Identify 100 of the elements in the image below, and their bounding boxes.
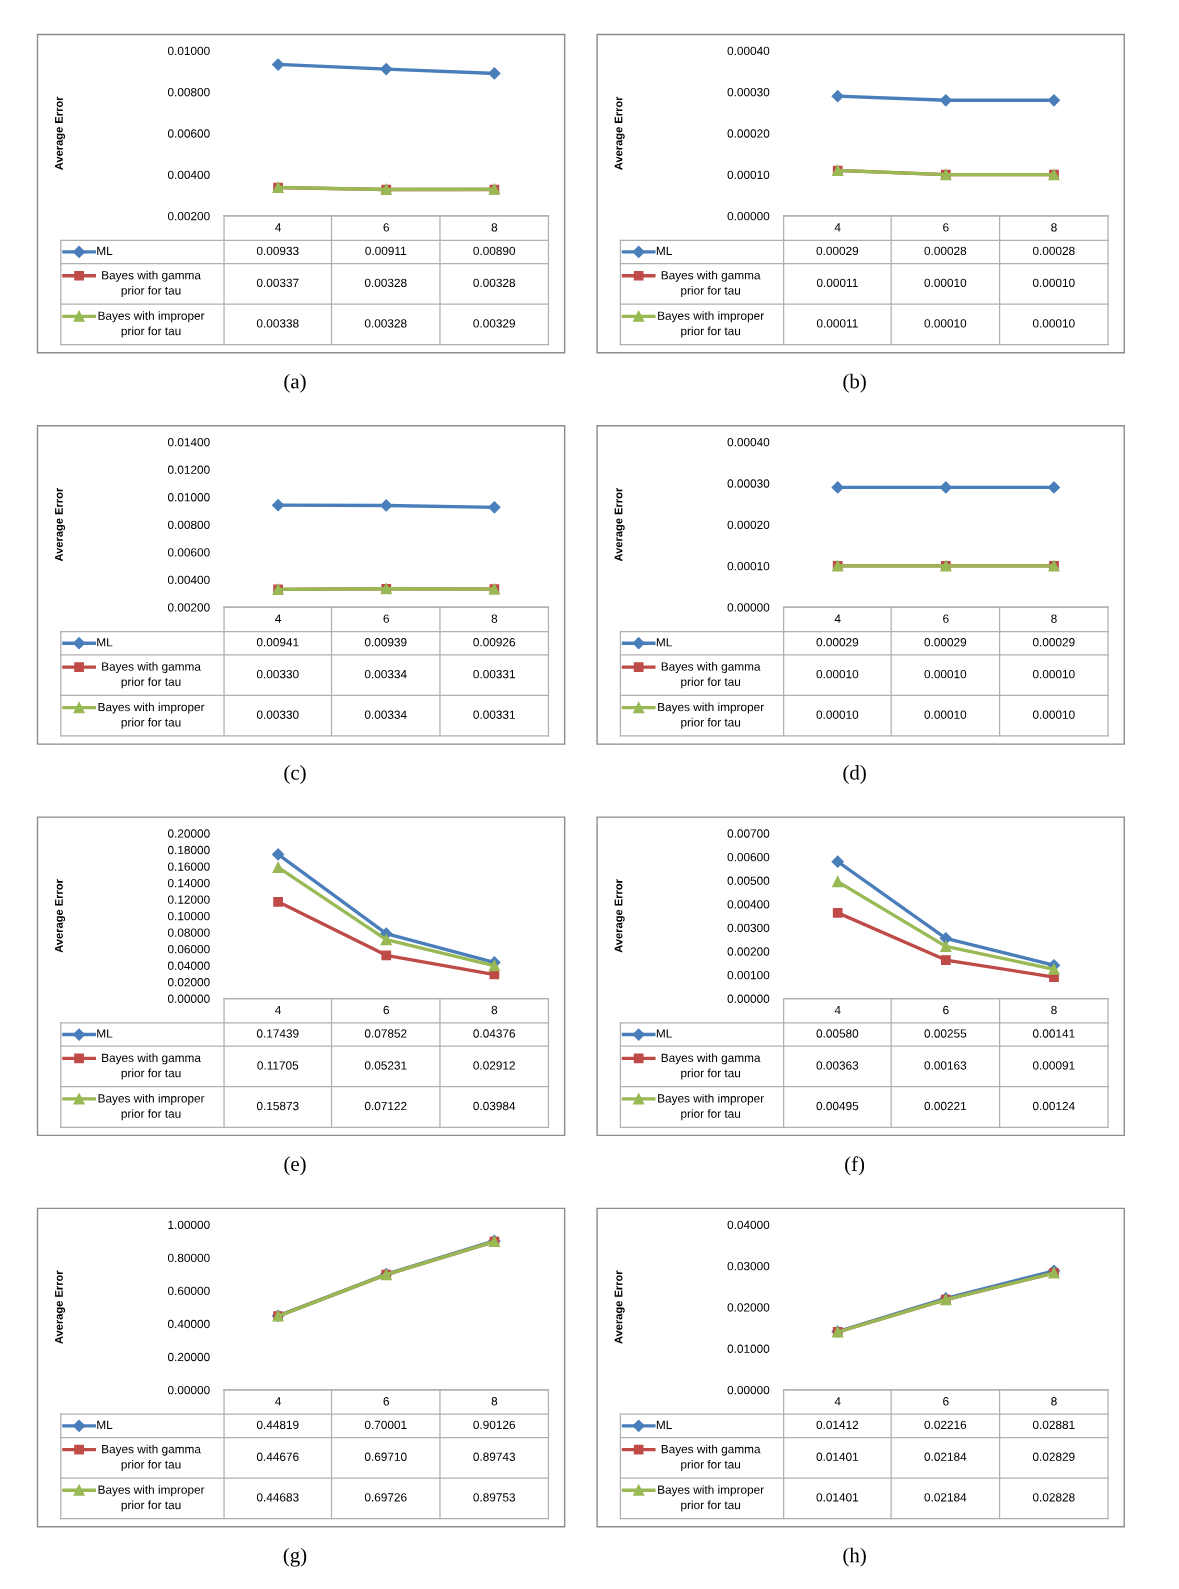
y-tick-label: 0.00000 — [727, 603, 770, 612]
data-label: 0.02184 — [924, 1493, 967, 1502]
data-label: 0.00221 — [924, 1101, 967, 1111]
legend-label: Bayes with gamma prior for tau — [661, 1053, 761, 1080]
legend-label: ML — [656, 246, 672, 255]
data-label: 0.00010 — [1032, 669, 1075, 679]
data-label: 0.02216 — [924, 1420, 967, 1430]
data-label: 0.02881 — [1032, 1420, 1075, 1430]
data-label: 0.02184 — [924, 1452, 967, 1461]
y-tick-label: 0.60000 — [167, 1286, 210, 1296]
y-tick-label: 1.00000 — [168, 1220, 210, 1230]
legend-label: Bayes with improper prior for tau — [98, 1093, 205, 1121]
data-label: 0.00328 — [364, 278, 407, 288]
data-label: 0.00141 — [1032, 1029, 1075, 1038]
y-axis-title: Average Error — [614, 1270, 625, 1344]
legend-label: Bayes with gamma prior for tau — [102, 662, 201, 689]
data-label: 0.00363 — [816, 1061, 859, 1070]
data-label: 0.69710 — [364, 1452, 407, 1461]
y-tick-label: 0.18000 — [167, 845, 210, 855]
y-tick-label: 0.08000 — [167, 928, 210, 937]
x-tick-label: 4 — [834, 614, 841, 623]
x-tick-label: 4 — [834, 223, 841, 232]
y-tick-label: 0.00600 — [167, 548, 210, 557]
y-tick-label: 0.40000 — [167, 1319, 210, 1329]
data-label: 0.00010 — [816, 669, 859, 679]
legend-label: Bayes with improper prior for tau — [98, 702, 205, 729]
legend-label: ML — [97, 638, 113, 647]
y-tick-label: 0.00000 — [727, 994, 770, 1003]
data-label: 0.00328 — [473, 278, 516, 288]
y-tick-label: 0.00400 — [727, 900, 770, 909]
legend-label: Bayes with gamma prior for tau — [102, 270, 201, 297]
y-tick-label: 0.00020 — [727, 129, 770, 138]
y-tick-label: 0.20000 — [167, 1352, 210, 1362]
x-tick-label: 8 — [491, 223, 498, 232]
y-tick-label: 0.01400 — [167, 438, 210, 447]
legend-label: Bayes with improper prior for tau — [658, 311, 764, 338]
y-axis-title: Average Error — [614, 487, 625, 562]
data-label: 0.44683 — [256, 1493, 299, 1502]
legend-label: Bayes with gamma prior for tau — [102, 1444, 201, 1471]
data-label: 0.00911 — [365, 246, 407, 256]
data-label: 0.07122 — [364, 1101, 407, 1111]
data-label: 0.17439 — [256, 1029, 299, 1038]
data-label: 0.00933 — [256, 246, 299, 256]
x-tick-label: 4 — [834, 1005, 841, 1015]
data-label: 0.89743 — [473, 1452, 516, 1461]
x-tick-label: 4 — [275, 223, 282, 232]
data-label: 0.00580 — [816, 1029, 859, 1038]
legend-label: Bayes with gamma prior for tau — [661, 662, 761, 689]
data-label: 0.00029 — [816, 638, 859, 647]
x-tick-label: 6 — [383, 1397, 390, 1406]
legend-label: ML — [656, 1420, 672, 1429]
legend-label: Bayes with gamma prior for tau — [661, 270, 761, 297]
data-label: 0.90126 — [473, 1420, 516, 1430]
x-tick-label: 8 — [1051, 1397, 1057, 1406]
y-axis-title: Average Error — [55, 96, 66, 170]
y-tick-label: 0.03000 — [727, 1261, 770, 1271]
y-tick-label: 0.00030 — [727, 88, 770, 97]
data-label: 0.00029 — [816, 246, 859, 256]
data-label: 0.44676 — [256, 1452, 299, 1461]
data-label: 0.07852 — [364, 1029, 407, 1038]
y-tick-label: 0.80000 — [167, 1253, 210, 1263]
data-label: 0.00926 — [473, 638, 516, 647]
data-label: 0.89753 — [473, 1493, 516, 1502]
data-label: 0.44819 — [256, 1420, 299, 1430]
legend-label: ML — [97, 1420, 113, 1429]
x-tick-label: 4 — [834, 1397, 841, 1406]
y-tick-label: 0.01000 — [727, 1344, 770, 1353]
y-tick-label: 0.00800 — [167, 520, 210, 530]
y-tick-label: 0.14000 — [167, 878, 210, 888]
data-label: 0.00011 — [816, 319, 858, 328]
data-label: 0.00010 — [1032, 278, 1075, 288]
data-label: 0.04376 — [473, 1029, 516, 1038]
x-tick-label: 8 — [1051, 1005, 1057, 1015]
data-label: 0.00011 — [816, 278, 858, 288]
y-tick-label: 0.00000 — [167, 994, 210, 1003]
data-label: 0.00330 — [256, 710, 299, 719]
y-tick-label: 0.00700 — [727, 829, 770, 838]
x-tick-label: 4 — [275, 1397, 282, 1406]
y-tick-label: 0.04000 — [727, 1220, 770, 1230]
x-tick-label: 6 — [383, 223, 390, 232]
data-label: 0.00495 — [816, 1101, 859, 1111]
x-tick-label: 8 — [491, 1397, 498, 1406]
x-tick-label: 8 — [491, 1005, 498, 1015]
data-label: 0.01412 — [816, 1420, 859, 1430]
y-tick-label: 0.00030 — [727, 479, 770, 488]
y-tick-label: 0.01000 — [167, 46, 210, 56]
y-tick-label: 0.16000 — [167, 862, 210, 871]
y-tick-label: 0.01200 — [167, 465, 210, 474]
x-tick-label: 6 — [383, 614, 390, 623]
data-label: 0.00010 — [924, 710, 967, 719]
y-axis-title: Average Error — [614, 96, 625, 170]
data-label: 0.00028 — [1032, 246, 1075, 256]
y-tick-label: 0.00040 — [727, 46, 770, 56]
y-tick-label: 0.00000 — [727, 1385, 770, 1395]
text: (e) — [284, 1156, 306, 1176]
y-tick-label: 0.10000 — [167, 911, 210, 921]
data-label: 0.15873 — [256, 1101, 299, 1111]
data-label: 0.00010 — [924, 278, 967, 288]
data-label: 0.00010 — [924, 319, 967, 328]
data-label: 0.03984 — [473, 1101, 516, 1111]
